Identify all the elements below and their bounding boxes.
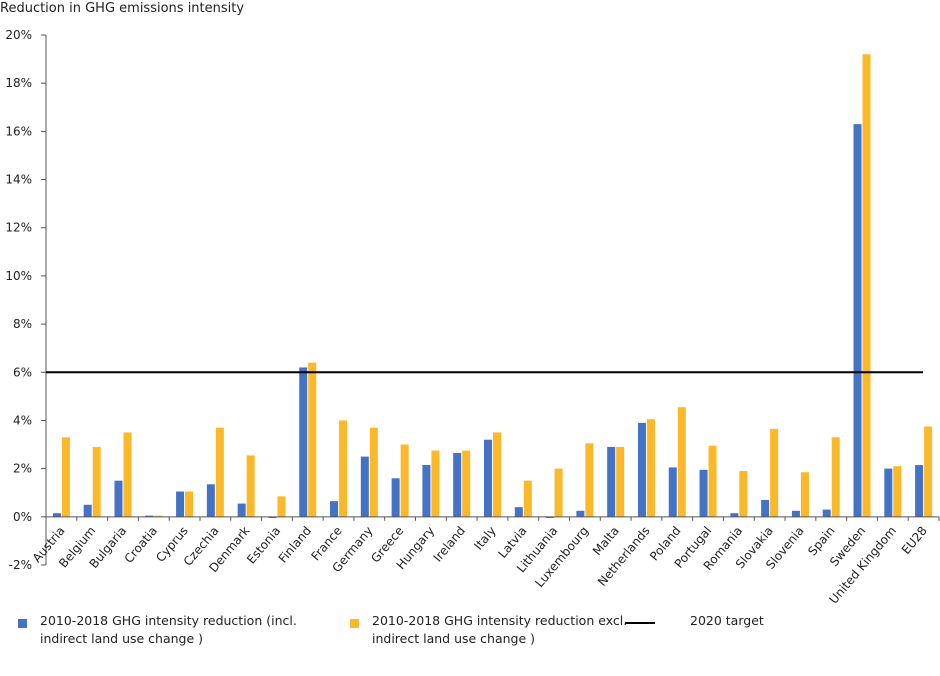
bar [61, 437, 70, 517]
bar [770, 428, 779, 517]
x-tick-label: Finland [276, 524, 314, 566]
bar [791, 510, 800, 517]
bar [462, 450, 471, 517]
bar [215, 427, 224, 517]
bar [237, 503, 246, 517]
bar [360, 456, 369, 517]
y-tick-label: 16% [5, 124, 32, 138]
y-tick-label: 14% [5, 173, 32, 187]
legend-label: 2010-2018 GHG intensity reduction excl. … [372, 613, 628, 646]
y-axis-label: Reduction in GHG emissions intensity [0, 1, 244, 16]
bar [761, 499, 770, 517]
legend-label: 2010-2018 GHG intensity reduction (incl.… [40, 613, 297, 646]
bar [893, 466, 902, 517]
y-tick-label: 0% [13, 510, 32, 524]
bar [330, 501, 339, 517]
bar [206, 484, 215, 517]
legend-swatch [350, 619, 359, 628]
bar [800, 472, 809, 517]
bar [708, 445, 717, 517]
bar [677, 407, 686, 517]
bar [268, 516, 277, 519]
bar [616, 446, 625, 517]
bar [114, 480, 123, 517]
bar [884, 468, 893, 517]
bar [83, 504, 92, 517]
bar [176, 491, 185, 517]
bar [185, 491, 194, 517]
legend-swatch [625, 622, 655, 624]
bar [730, 513, 739, 517]
bar [484, 439, 492, 517]
bar [514, 507, 523, 517]
bar [493, 432, 501, 517]
bar [92, 446, 101, 517]
legend-label: 2020 target [690, 613, 764, 628]
y-tick-label: -2% [9, 558, 32, 572]
y-tick-label: 12% [5, 221, 32, 235]
bar [523, 480, 532, 517]
x-tick-label: Croatia [122, 524, 160, 566]
y-tick-label: 2% [13, 462, 32, 476]
x-tick-label: Estonia [244, 524, 283, 567]
legend-swatch [18, 619, 27, 628]
bar [637, 422, 646, 517]
bar [915, 465, 924, 517]
bar [545, 516, 554, 519]
bar [831, 437, 840, 517]
bar [52, 513, 61, 517]
bar [339, 420, 348, 517]
bar [739, 471, 748, 517]
bar [299, 367, 308, 517]
y-tick-label: 18% [5, 76, 32, 90]
bar [154, 515, 163, 517]
bar [853, 124, 862, 517]
y-tick-label: 10% [5, 269, 32, 283]
bar [369, 427, 378, 517]
bar [246, 455, 255, 517]
bar [123, 432, 132, 517]
bar [422, 465, 431, 517]
y-tick-label: 6% [13, 365, 32, 379]
bar [400, 444, 409, 517]
bar [646, 419, 655, 517]
bar [668, 467, 677, 517]
bar [924, 426, 933, 517]
bar [453, 452, 462, 517]
bar [822, 509, 831, 517]
bar [607, 446, 616, 517]
bar [431, 450, 440, 517]
bar [145, 515, 154, 517]
bar [308, 362, 317, 517]
bar [862, 54, 871, 517]
y-tick-label: 8% [13, 317, 32, 331]
bar [277, 496, 286, 517]
bar [699, 469, 708, 517]
x-tick-label: Ireland [431, 524, 468, 565]
bar [391, 478, 400, 517]
x-tick-label: EU28 [899, 524, 930, 557]
bar [585, 443, 594, 517]
y-tick-label: 4% [13, 413, 32, 427]
x-tick-label: Italy [471, 524, 498, 553]
y-tick-label: 20% [5, 28, 32, 42]
bar [576, 510, 585, 517]
bar [554, 468, 563, 517]
